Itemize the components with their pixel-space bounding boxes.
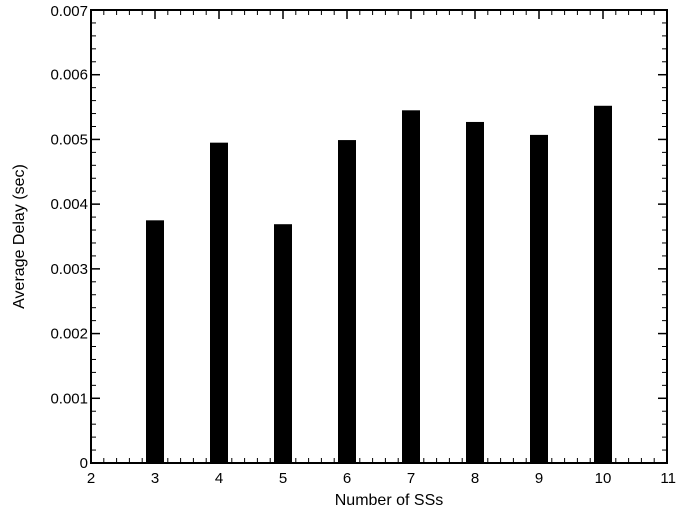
y-tick-label-0.003: 0.003 <box>50 261 88 278</box>
bar-9 <box>530 134 548 464</box>
x-tick-label-9: 9 <box>535 470 543 487</box>
x-tick-label-5: 5 <box>279 470 287 487</box>
bar-10 <box>594 105 612 463</box>
minor-ticks-group <box>91 10 667 463</box>
plot-frame <box>90 9 668 464</box>
x-tick-label-11: 11 <box>660 470 676 487</box>
major-ticks-group <box>90 9 668 464</box>
y-tick-label-0.002: 0.002 <box>50 326 88 343</box>
x-tick-label-6: 6 <box>343 470 351 487</box>
bar-3 <box>146 220 164 463</box>
x-tick-label-8: 8 <box>471 470 479 487</box>
y-tick-labels-group: 0 0.001 0.002 0.003 0.004 0.005 0.006 0.007 <box>50 3 88 472</box>
x-tick-label-7: 7 <box>407 470 415 487</box>
x-tick-label-10: 10 <box>595 470 612 487</box>
bar-5 <box>274 224 292 463</box>
bar-6 <box>338 140 356 463</box>
y-tick-label-0: 0 <box>80 455 88 472</box>
y-tick-label-0.004: 0.004 <box>50 196 88 213</box>
y-tick-label-0.005: 0.005 <box>50 131 88 148</box>
bar-7 <box>402 110 420 464</box>
x-tick-label-2: 2 <box>87 470 95 487</box>
bar-4 <box>210 142 228 463</box>
y-tick-label-0.001: 0.001 <box>50 390 88 407</box>
x-tick-labels-group: 2 3 4 5 6 7 8 9 10 11 <box>87 470 676 487</box>
x-tick-label-3: 3 <box>151 470 159 487</box>
bars-group <box>146 105 612 464</box>
y-tick-label-0.007: 0.007 <box>50 3 88 20</box>
x-tick-label-4: 4 <box>215 470 223 487</box>
y-axis-title: Average Delay (sec) <box>11 164 28 309</box>
x-axis-title: Number of SSs <box>335 492 443 509</box>
bar-8 <box>466 121 484 463</box>
y-tick-label-0.006: 0.006 <box>50 67 88 84</box>
